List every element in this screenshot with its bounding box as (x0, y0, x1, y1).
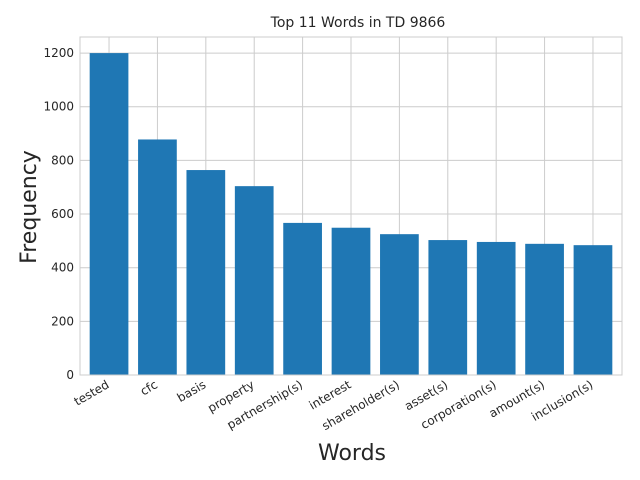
bars (89, 53, 613, 375)
bar-asset-s (428, 240, 468, 375)
y-tick-label: 600 (51, 207, 74, 221)
y-tick-label: 800 (51, 153, 74, 167)
chart-title: Top 11 Words in TD 9866 (270, 15, 446, 31)
bar-corporation-s (476, 241, 516, 375)
bar-interest (331, 227, 371, 375)
bar-amount-s (525, 243, 564, 375)
bar-basis (186, 170, 226, 375)
bar-inclusion-s (573, 245, 613, 375)
y-tick-label: 400 (51, 261, 74, 275)
bar-shareholder-s (380, 234, 419, 375)
y-tick-label: 1200 (43, 46, 74, 60)
y-tick-label: 1000 (43, 100, 74, 114)
y-tick-label: 0 (66, 368, 74, 382)
x-axis-label: Words (318, 441, 386, 466)
x-tick-label: basis (175, 377, 209, 405)
bar-property (234, 186, 274, 375)
x-tick-label: tested (72, 377, 112, 408)
y-tick-labels: 0 200 400 600 800 1000 1200 (43, 46, 74, 382)
y-tick-label: 200 (51, 314, 74, 328)
bar-cfc (138, 139, 177, 375)
plot-frame (79, 36, 623, 376)
bar-partnership-s (283, 222, 322, 375)
x-tick-label: cfc (138, 377, 160, 398)
bar-tested (89, 53, 129, 375)
y-axis-label: Frequency (17, 150, 42, 264)
